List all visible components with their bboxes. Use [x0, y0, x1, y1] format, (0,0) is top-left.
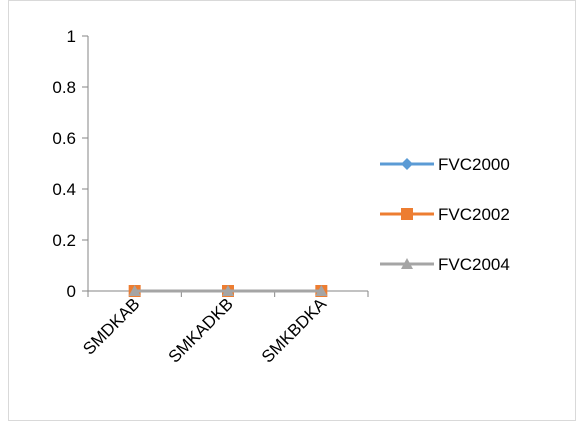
- series-fvc2004: [128, 285, 328, 296]
- y-axis-ticks: 0 0.2 0.4 0.6 0.8 1: [52, 27, 88, 301]
- data-point: [222, 285, 234, 296]
- legend-label: FVC2004: [438, 255, 510, 274]
- chart-frame: [8, 0, 576, 421]
- legend: FVC2000 FVC2002 FVC2004: [380, 155, 510, 274]
- legend-label: FVC2000: [438, 155, 510, 174]
- legend-marker: [401, 258, 413, 269]
- legend-item: FVC2004: [380, 255, 510, 274]
- legend-marker: [401, 208, 413, 220]
- data-point: [128, 285, 141, 296]
- y-tick-label: 0.8: [52, 78, 76, 97]
- legend-label: FVC2002: [438, 205, 510, 224]
- legend-item: FVC2002: [380, 205, 510, 224]
- data-point: [315, 285, 328, 296]
- legend-item: FVC2000: [380, 155, 510, 174]
- y-tick-label: 0.2: [52, 231, 76, 250]
- y-tick-label: 0.4: [52, 180, 76, 199]
- y-tick-label: 0.6: [52, 129, 76, 148]
- y-tick-label: 0: [67, 282, 76, 301]
- series-layer: [128, 285, 328, 297]
- y-tick-label: 1: [67, 27, 76, 46]
- legend-marker: [401, 158, 413, 170]
